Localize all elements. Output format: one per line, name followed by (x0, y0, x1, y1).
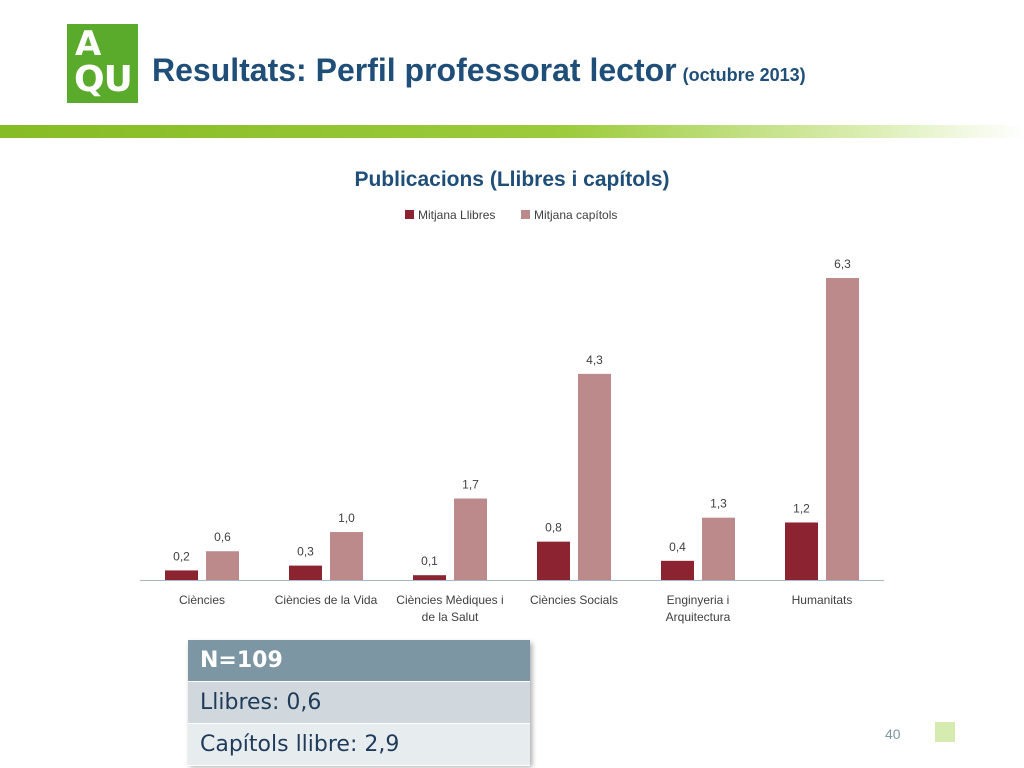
data-label-s0-c0: 0,2 (173, 549, 190, 563)
bar-s0-c2 (413, 575, 446, 580)
category-label-1-0: Ciències de la Vida (275, 593, 378, 607)
category-label-2-1: de la Salut (422, 610, 479, 624)
bar-s1-c0 (206, 551, 239, 580)
slide-title-date: (octubre 2013) (682, 65, 806, 85)
data-label-s0-c4: 0,4 (669, 540, 686, 554)
bar-s1-c1 (330, 532, 363, 580)
summary-books: Llibres: 0,6 (188, 682, 530, 724)
category-label-3-0: Ciències Socials (530, 593, 618, 607)
summary-chapters: Capítols llibre: 2,9 (188, 724, 530, 766)
legend-swatch-1 (521, 210, 530, 219)
category-label-0-0: Ciències (179, 593, 225, 607)
bar-s1-c3 (578, 373, 611, 580)
data-label-s0-c5: 1,2 (793, 501, 810, 515)
category-label-5-0: Humanitats (792, 593, 853, 607)
data-label-s1-c4: 1,3 (710, 497, 727, 511)
bar-s0-c3 (537, 541, 570, 580)
bar-s1-c5 (826, 278, 859, 580)
data-label-s1-c5: 6,3 (834, 257, 851, 271)
data-label-s1-c3: 4,3 (586, 353, 603, 367)
legend-swatch-0 (405, 210, 414, 219)
slide-title: Resultats: Perfil professorat lector (oct… (152, 52, 806, 89)
data-label-s1-c1: 1,0 (338, 511, 355, 525)
bar-s0-c0 (165, 570, 198, 580)
decorative-square (935, 722, 955, 742)
bar-s0-c5 (785, 522, 818, 580)
data-label-s1-c2: 1,7 (462, 478, 479, 492)
data-label-s1-c0: 0,6 (214, 530, 231, 544)
aqu-logo: A QU (67, 24, 138, 103)
data-label-s0-c3: 0,8 (545, 521, 562, 535)
legend-label-1: Mitjana capítols (534, 208, 617, 222)
category-label-4-0: Enginyeria i (667, 593, 730, 607)
data-label-s0-c1: 0,3 (297, 545, 314, 559)
category-label-2-0: Ciències Mèdiques i (396, 593, 503, 607)
data-label-s0-c2: 0,1 (421, 554, 438, 568)
bar-s0-c1 (289, 565, 322, 580)
logo-letter-a: A (75, 24, 102, 64)
page-number: 40 (885, 726, 901, 742)
summary-header: N=109 (188, 640, 530, 682)
slide-title-main: Resultats: Perfil professorat lector (152, 52, 677, 88)
category-label-4-1: Arquitectura (666, 610, 731, 624)
bar-s0-c4 (661, 560, 694, 580)
legend-label-0: Mitjana Llibres (418, 208, 495, 222)
header-divider-bar (0, 125, 1024, 138)
bar-s1-c4 (702, 517, 735, 580)
summary-table: N=109 Llibres: 0,6 Capítols llibre: 2,9 (188, 640, 530, 766)
chart-title: Publicacions (Llibres i capítols) (354, 168, 669, 191)
publications-bar-chart: Publicacions (Llibres i capítols) Mitjana… (140, 168, 884, 624)
logo-letters-qu: QU (74, 59, 133, 100)
bar-s1-c2 (454, 498, 487, 580)
